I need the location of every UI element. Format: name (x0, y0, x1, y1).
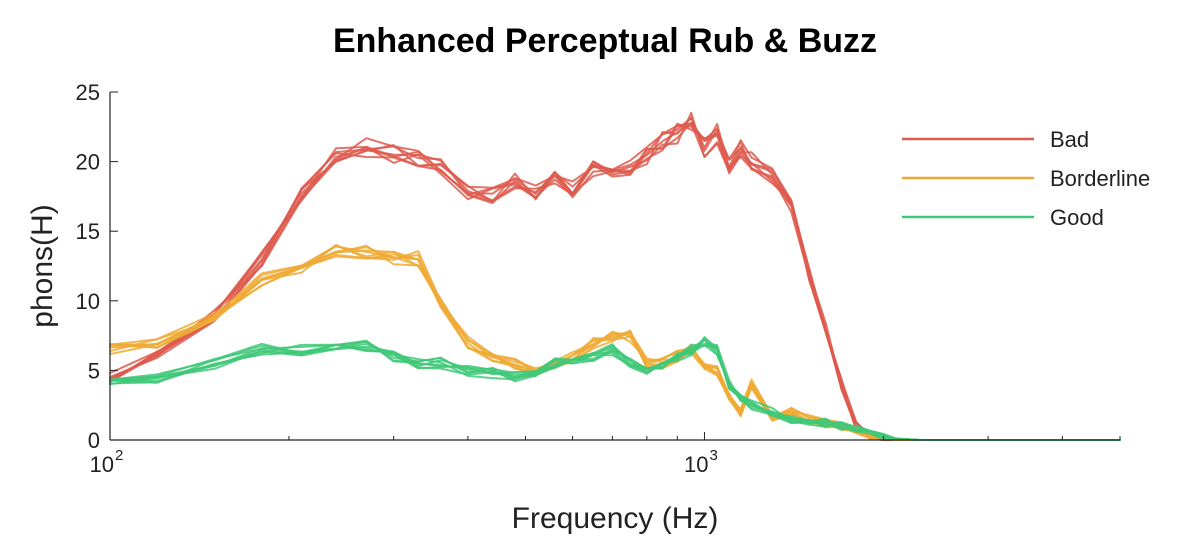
y-tick-label: 25 (76, 80, 100, 105)
series-good (109, 336, 1121, 441)
legend-label-good: Good (1050, 205, 1104, 230)
y-ticks: 0 5 10 15 20 25 (76, 80, 118, 453)
y-tick-label: 10 (76, 289, 100, 314)
series-line-bad (109, 125, 1121, 441)
x-ticks: 10 2 10 3 (90, 432, 1121, 477)
y-axis-label: phons(H) (26, 204, 59, 327)
chart-title: Enhanced Perceptual Rub & Buzz (333, 22, 877, 60)
series-borderline (109, 243, 1121, 441)
series-line-good (109, 338, 1121, 441)
series-line-good (109, 340, 1121, 441)
legend: Bad Borderline Good (902, 127, 1150, 230)
x-tick-exponent: 3 (709, 447, 717, 464)
series-line-good (109, 342, 1121, 441)
x-tick-label: 10 (684, 452, 708, 477)
series-bad (109, 111, 1121, 441)
series-line-good (109, 343, 1121, 441)
y-tick-label: 5 (88, 358, 100, 383)
series-line-borderline (109, 249, 1121, 441)
series-layer (109, 111, 1121, 441)
y-tick-label: 15 (76, 219, 100, 244)
legend-label-bad: Bad (1050, 127, 1089, 152)
x-tick-label: 10 (90, 452, 114, 477)
legend-label-borderline: Borderline (1050, 166, 1150, 191)
x-axis-label: Frequency (Hz) (512, 502, 719, 535)
x-tick-exponent: 2 (115, 447, 123, 464)
y-tick-label: 20 (76, 150, 100, 175)
y-tick-label: 0 (88, 428, 100, 453)
